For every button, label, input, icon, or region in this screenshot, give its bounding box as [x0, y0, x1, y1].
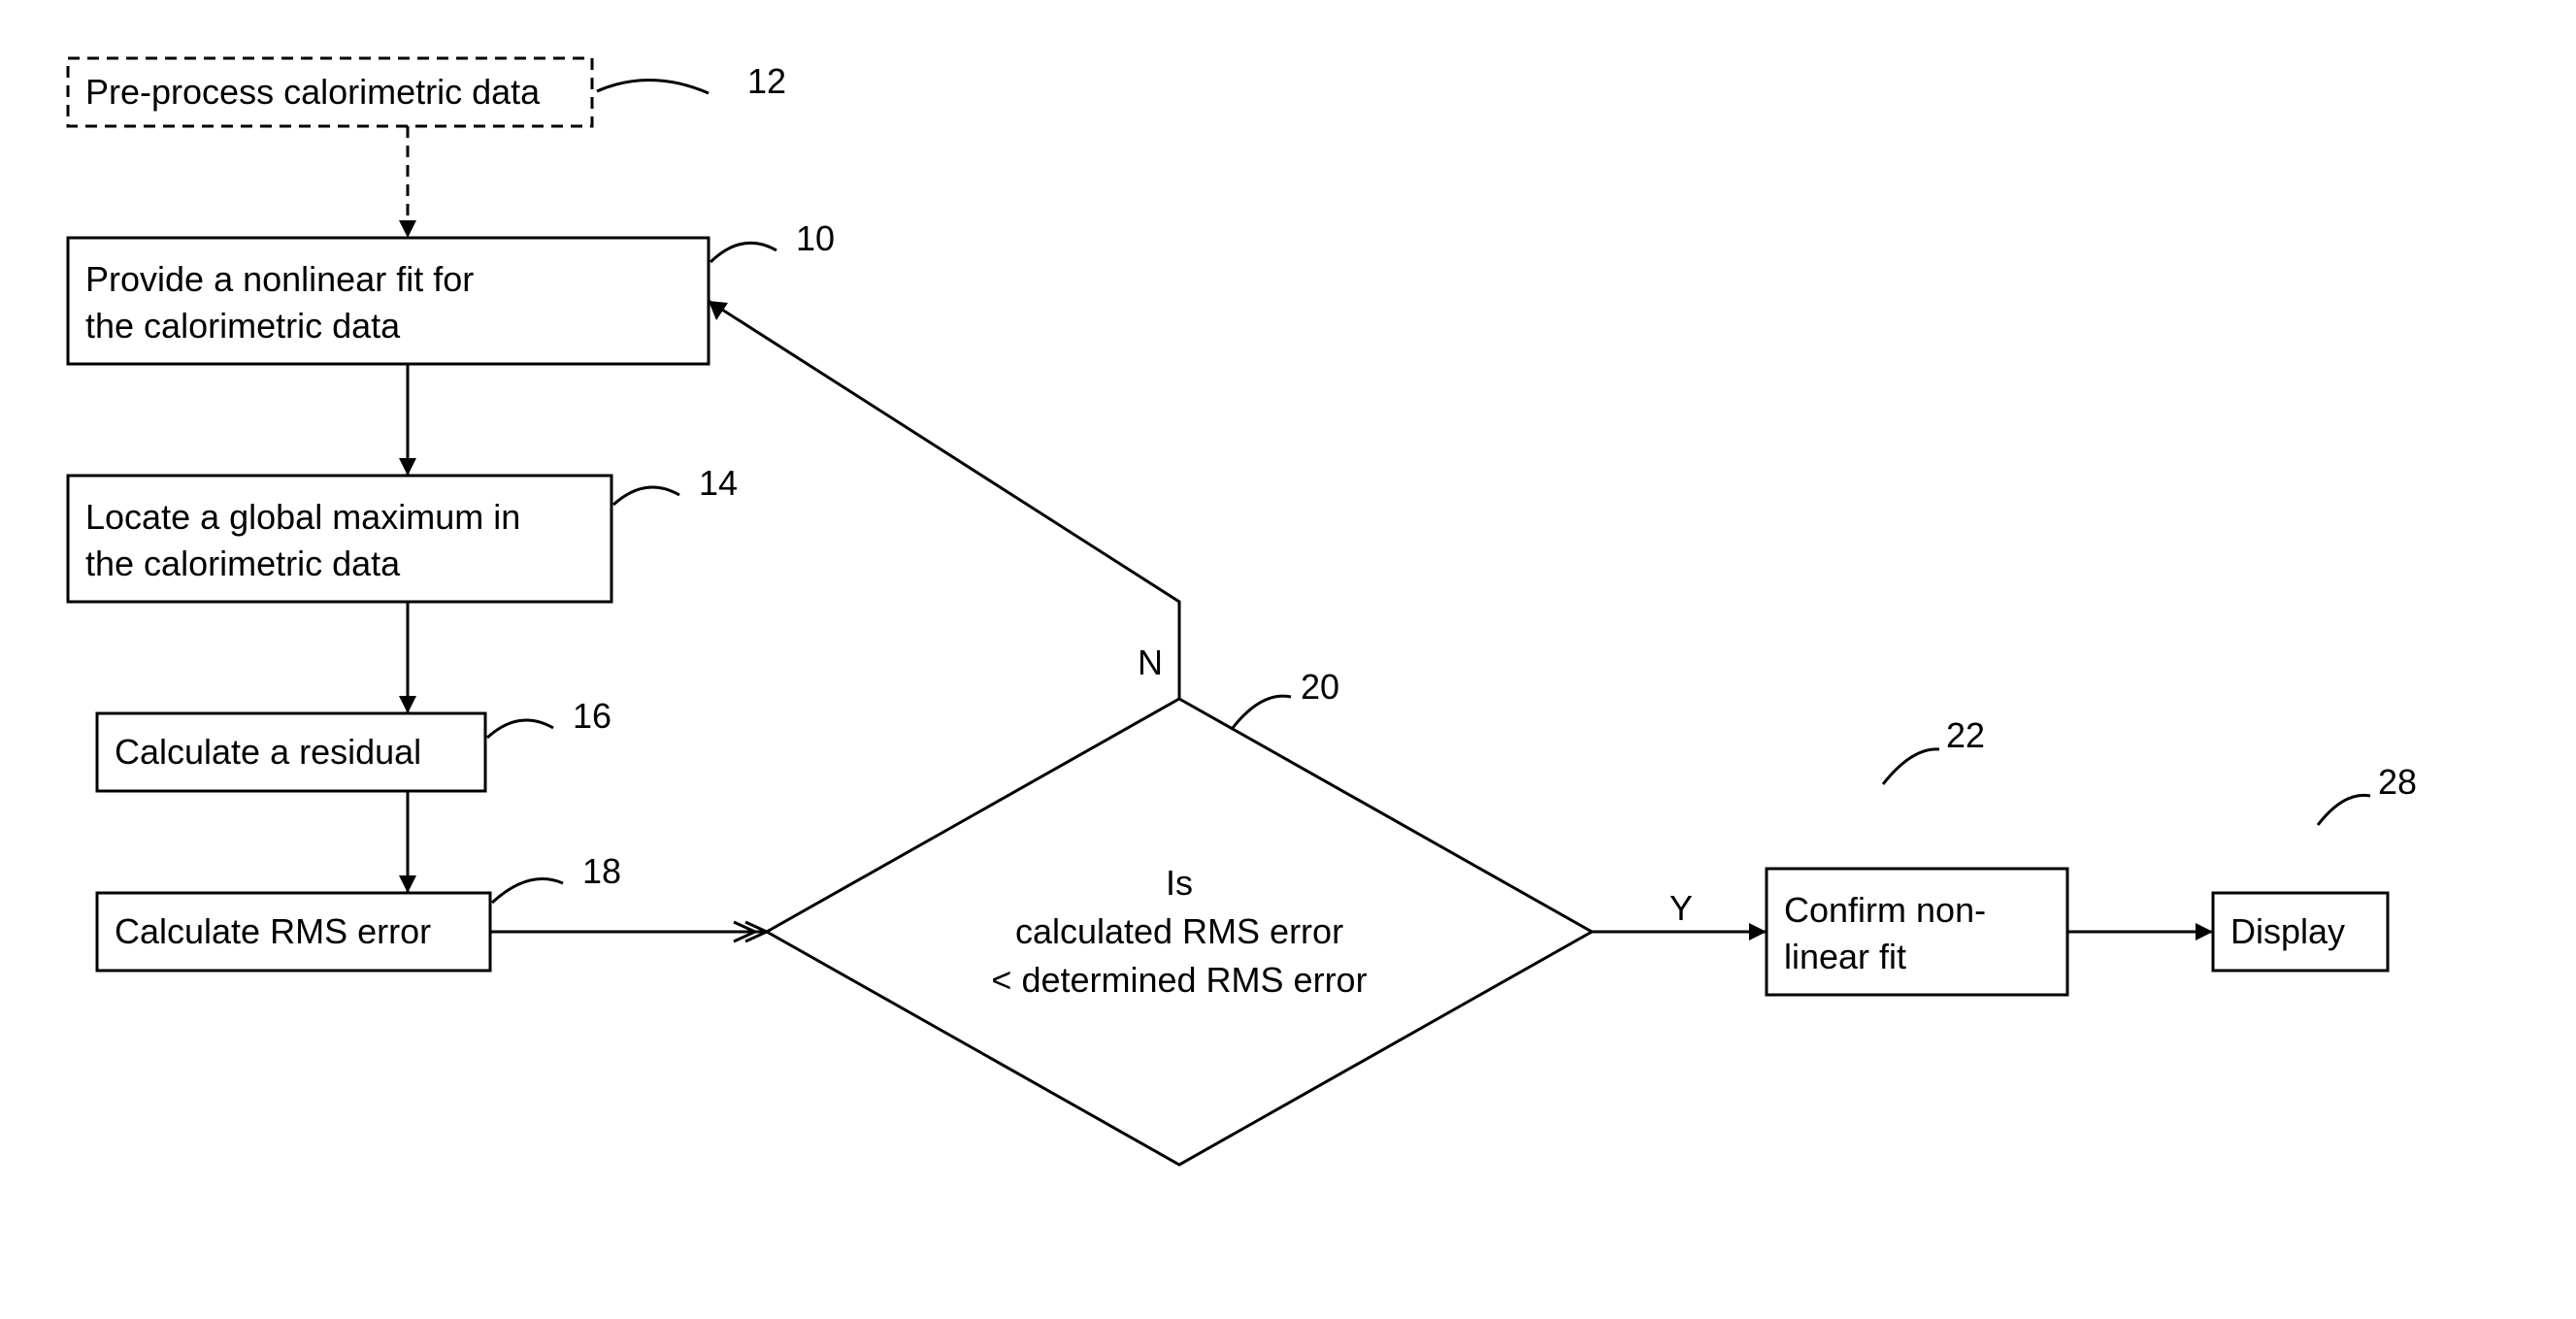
- ref-number: 12: [747, 61, 786, 101]
- node-text: the calorimetric data: [85, 544, 401, 583]
- flowchart-canvas: Pre-process calorimetric data Provide a n…: [0, 0, 2576, 1319]
- node-text: Display: [2230, 911, 2345, 951]
- node-n10: Provide a nonlinear fit for the calorimet…: [68, 238, 709, 364]
- node-text: the calorimetric data: [85, 306, 401, 346]
- node-text: < determined RMS error: [991, 960, 1367, 1000]
- ref-leader: [710, 243, 776, 262]
- node-text: Calculate a residual: [115, 732, 421, 772]
- ref-leader: [1233, 696, 1291, 728]
- node-text: Locate a global maximum in: [85, 497, 520, 537]
- edge-n20-n10: [709, 301, 1188, 716]
- node-n28: Display: [2213, 893, 2388, 971]
- ref-number: 16: [573, 696, 611, 736]
- node-text: Provide a nonlinear fit for: [85, 259, 474, 299]
- ref-leader: [487, 720, 553, 738]
- edge-n18-n20: [490, 922, 767, 941]
- ref-number: 20: [1301, 667, 1339, 707]
- node-n12: Pre-process calorimetric data: [68, 58, 592, 126]
- node-n22: Confirm non-linear fit: [1767, 869, 2067, 995]
- node-text: calculated RMS error: [1015, 911, 1343, 951]
- node-n18: Calculate RMS error: [97, 893, 490, 971]
- node-text: Pre-process calorimetric data: [85, 72, 541, 112]
- node-text: linear fit: [1784, 937, 1906, 976]
- edge-n16-n18: [399, 791, 416, 893]
- node-text: Confirm non-: [1784, 890, 1986, 930]
- ref-number: 10: [796, 218, 835, 258]
- node-text: Is: [1166, 863, 1193, 903]
- edge-n22-n28: [2067, 923, 2213, 940]
- ref-number: 22: [1946, 715, 1985, 755]
- ref-leader: [1883, 749, 1939, 784]
- node-n16: Calculate a residual: [97, 713, 485, 791]
- edge-n10-n14: [399, 364, 416, 476]
- node-n14: Locate a global maximum in the calorimetr…: [68, 476, 611, 602]
- edge-label: Y: [1669, 888, 1693, 928]
- node-text: Calculate RMS error: [115, 911, 431, 951]
- ref-number: 14: [699, 463, 738, 503]
- ref-leader: [2318, 795, 2370, 825]
- ref-number: 18: [582, 851, 621, 891]
- edge-n14-n16: [399, 602, 416, 713]
- node-n20: Is calculated RMS error < determined RMS e…: [767, 699, 1592, 1165]
- ref-leader: [597, 80, 709, 93]
- ref-leader: [613, 487, 679, 505]
- ref-leader: [492, 879, 563, 904]
- ref-number: 28: [2378, 762, 2417, 802]
- edge-label: N: [1138, 643, 1163, 682]
- edge-n12-n10: [399, 126, 416, 238]
